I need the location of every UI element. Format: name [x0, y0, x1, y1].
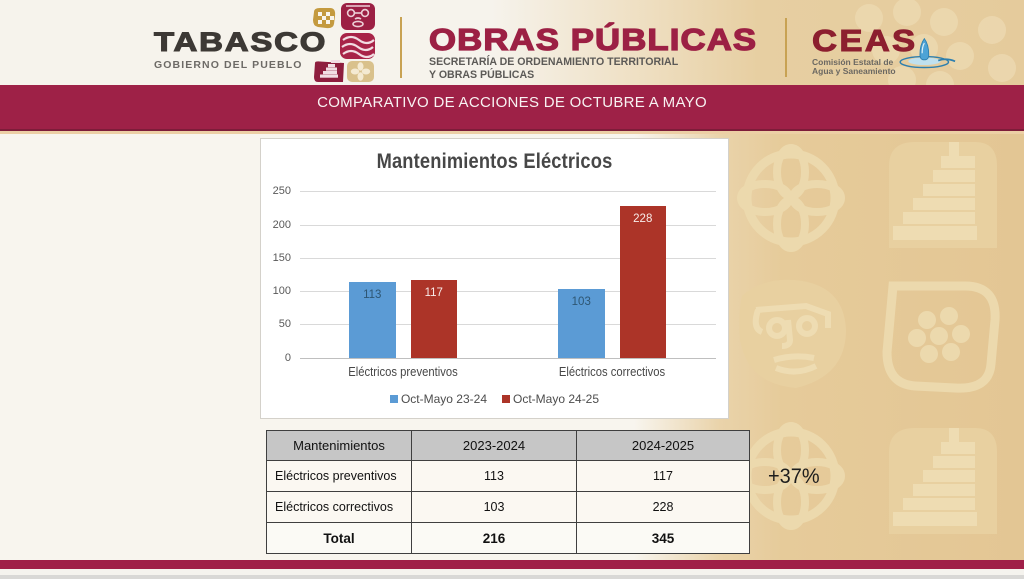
bar-Eléctricos correctivos-Oct-Mayo 24-25: 228 [619, 205, 666, 358]
total-value: 216 [411, 522, 577, 554]
x-axis-label: Eléctricos correctivos [558, 365, 666, 379]
gridline [299, 257, 716, 259]
y-axis-tick: 50 [278, 318, 291, 331]
banner-title: COMPARATIVO DE ACCIONES DE OCTUBRE A MAY… [317, 94, 707, 112]
chart-legend: Oct-Mayo 23-24 Oct-Mayo 24-25 [261, 392, 728, 406]
ceas-logo: CEAS Comisión Estatal de Agua y Saneamie… [811, 25, 956, 76]
bar-value-label: 113 [363, 289, 382, 302]
y-axis-tick: 250 [272, 185, 291, 198]
chart-title: Mantenimientos Eléctricos [376, 150, 613, 173]
gridline [299, 324, 716, 326]
bar-Eléctricos preventivos-Oct-Mayo 24-25: 117 [410, 279, 457, 358]
cell-value: 117 [576, 460, 750, 492]
tabasco-logo-subtitle: GOBIERNO DEL PUEBLO [154, 58, 303, 71]
ceas-subtitle: Comisión Estatal de Agua y Saneamiento [812, 57, 896, 76]
cell-value: 103 [411, 491, 577, 523]
legend-label: Oct-Mayo 24-25 [513, 392, 600, 406]
table-row: Eléctricos correctivos 103 228 [266, 491, 750, 523]
x-axis-label: Eléctricos preventivos [348, 365, 458, 379]
bar-value-label: 103 [571, 296, 591, 309]
obras-publicas-title: OBRAS PÚBLICAS [428, 22, 758, 57]
obras-publicas-logo: OBRAS PÚBLICAS SECRETARÍA DE ORDENAMIENT… [428, 23, 757, 82]
gridline [299, 291, 716, 293]
table-header-2023-2024: 2023-2024 [411, 430, 577, 461]
footer-gray-band [0, 575, 1024, 579]
gridline [299, 191, 716, 193]
legend-item: Oct-Mayo 23-24 [389, 392, 487, 406]
banner: COMPARATIVO DE ACCIONES DE OCTUBRE A MAY… [0, 85, 1024, 131]
header-divider [400, 17, 402, 78]
bar-value-label: 228 [633, 212, 653, 225]
comparison-table: Mantenimientos 2023-2024 2024-2025 Eléct… [266, 430, 750, 554]
main-content: Mantenimientos Eléctricos 0 50 100 150 200 25… [0, 134, 1024, 560]
total-value: 345 [576, 522, 750, 554]
table-header-mantenimientos: Mantenimientos [266, 430, 412, 461]
tabasco-glyph-mosaic-icon [313, 3, 375, 82]
header-dots-pattern-icon [855, 0, 1016, 85]
footer-stripe [0, 560, 1024, 569]
tabasco-logo-title: TABASCO [153, 26, 328, 57]
bar-Eléctricos correctivos-Oct-Mayo 23-24: 103 [558, 289, 605, 358]
cell-value: 113 [411, 460, 577, 492]
legend-item: Oct-Mayo 24-25 [502, 392, 599, 406]
gridline [299, 224, 716, 226]
banner-underline [0, 130, 1024, 134]
total-label: Total [266, 522, 412, 554]
gridline [299, 357, 716, 359]
legend-swatch-icon [389, 395, 398, 403]
row-label: Eléctricos correctivos [266, 491, 412, 523]
y-axis-tick: 0 [284, 351, 291, 364]
bar-value-label: 117 [424, 286, 443, 299]
y-axis-tick: 150 [272, 251, 291, 264]
tabasco-logo: TABASCO GOBIERNO DEL PUEBLO [153, 28, 326, 71]
legend-swatch-icon [502, 395, 510, 403]
cell-value: 228 [576, 491, 750, 523]
ceas-title: CEAS [811, 23, 918, 58]
footer-light-band [0, 569, 1024, 575]
legend-label: Oct-Mayo 23-24 [400, 392, 487, 406]
water-drop-icon [899, 37, 956, 69]
table-header-2024-2025: 2024-2025 [576, 430, 750, 461]
delta-percentage: +37% [768, 465, 820, 488]
obras-publicas-subtitle: SECRETARÍA DE ORDENAMIENTO TERRITORIAL Y… [429, 56, 679, 81]
table-header-row: Mantenimientos 2023-2024 2024-2025 [266, 430, 750, 461]
y-axis-tick: 200 [272, 218, 291, 231]
y-axis-tick: 100 [272, 285, 291, 298]
table-row: Eléctricos preventivos 113 117 [266, 460, 750, 492]
table-total-row: Total 216 345 [266, 522, 750, 554]
row-label: Eléctricos preventivos [266, 460, 412, 492]
chart-panel: Mantenimientos Eléctricos 0 50 100 150 200 25… [260, 138, 729, 419]
page-header: TABASCO GOBIERNO DEL PUEBLO [0, 0, 1024, 85]
bar-chart: 0 50 100 150 200 250 113 117 Eléctricos preventi… [261, 139, 728, 418]
header-divider [785, 18, 787, 77]
bar-Eléctricos preventivos-Oct-Mayo 23-24: 113 [349, 282, 396, 358]
